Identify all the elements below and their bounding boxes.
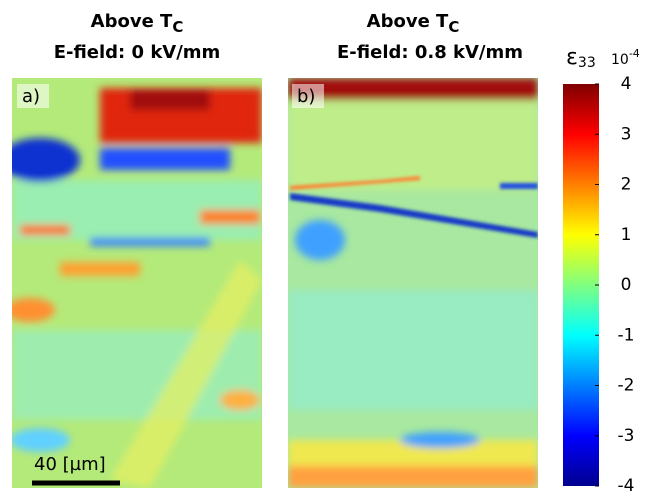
tick-label: 0 [621, 275, 632, 295]
tick-label: 4 [621, 74, 632, 94]
scale-bar-label: 40 [µm] [34, 454, 106, 475]
panel-subtitle: E-field: 0.8 kV/mm [337, 42, 523, 63]
panel-title: Above TC [91, 11, 184, 36]
colorbar-label: ε33 [566, 45, 596, 71]
tick-label: 3 [621, 124, 632, 144]
panel-label: a) [22, 86, 40, 107]
colorbar [563, 84, 599, 486]
tick-label: -1 [618, 325, 635, 345]
tick-label: 2 [621, 175, 632, 195]
panel-subtitle: E-field: 0 kV/mm [54, 42, 221, 63]
strain-map [12, 78, 262, 488]
colorbar-multiplier: 10-4 [611, 47, 640, 68]
panel-title: Above TC [367, 11, 460, 36]
panel-label: b) [297, 86, 315, 107]
strain-map [288, 78, 538, 488]
tick-label: -3 [618, 426, 635, 446]
tick-label: 1 [621, 225, 632, 245]
label-box [17, 84, 49, 108]
label-box [292, 84, 324, 108]
tick-label: -4 [618, 476, 635, 494]
colorbar-ticks: -4 -3 -2 -1 0 1 2 3 4 [595, 74, 635, 496]
tick-label: -2 [618, 376, 635, 396]
